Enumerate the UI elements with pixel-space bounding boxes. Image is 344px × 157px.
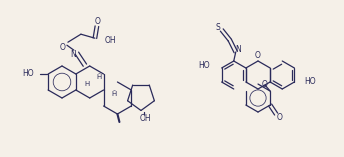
Text: HO: HO <box>198 62 209 70</box>
Text: O: O <box>262 80 268 89</box>
Text: OH: OH <box>140 114 152 123</box>
Text: N: N <box>235 46 240 54</box>
Text: H̄: H̄ <box>97 74 102 80</box>
Text: OH: OH <box>105 36 117 45</box>
Text: O: O <box>95 17 101 26</box>
Text: S: S <box>215 22 220 32</box>
Text: HO: HO <box>304 78 316 87</box>
Text: N: N <box>70 50 76 59</box>
Text: O: O <box>255 51 261 60</box>
Text: O: O <box>60 43 66 52</box>
Text: HO: HO <box>22 70 34 78</box>
Text: H: H <box>84 81 89 87</box>
Text: O: O <box>276 113 282 122</box>
Text: H̄: H̄ <box>112 91 117 97</box>
